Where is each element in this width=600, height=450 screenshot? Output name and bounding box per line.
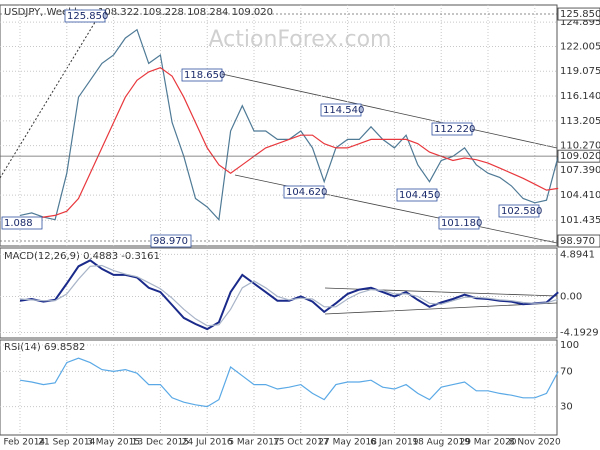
series-line bbox=[19, 357, 559, 408]
y-tick-label: 100 bbox=[560, 340, 579, 351]
annotation-label: 118.650 bbox=[184, 70, 225, 81]
y-tick-label: 113.205 bbox=[560, 116, 600, 127]
annotation-box bbox=[320, 103, 362, 117]
price-marker-box bbox=[557, 149, 600, 163]
rsi-panel bbox=[0, 339, 558, 436]
annotation-box bbox=[64, 9, 106, 23]
price-marker-box bbox=[557, 234, 600, 248]
y-tick-label: 119.075 bbox=[560, 66, 600, 77]
trend-line bbox=[0, 13, 101, 179]
x-tick-label: 13 Dec 2015 bbox=[132, 438, 190, 448]
series-line bbox=[19, 67, 559, 225]
y-tick-label: -4.1929 bbox=[560, 327, 599, 338]
x-tick-label: 29 Mar 2020 bbox=[459, 438, 516, 448]
chart-title: USDJPY, Weekly bbox=[4, 7, 83, 18]
y-tick-label: 122.005 bbox=[560, 42, 600, 53]
x-tick-label: 15 Oct 2017 bbox=[273, 438, 329, 448]
rsi-title: RSI(14) 69.8582 bbox=[4, 342, 85, 353]
annotation-box bbox=[438, 216, 480, 230]
price-panel bbox=[0, 4, 558, 247]
chart-subtitle: 108.322 109.228 108.284 109.020 bbox=[98, 7, 273, 18]
annotation-label: 102.580 bbox=[501, 206, 542, 217]
x-tick-label: 8 Nov 2020 bbox=[509, 438, 561, 448]
series-line bbox=[19, 259, 559, 331]
annotation-box bbox=[396, 188, 438, 202]
annotation-label: 101.180 bbox=[441, 218, 482, 229]
annotation-label: 1.088 bbox=[4, 218, 33, 229]
macd-title: MACD(12,26,9) 0.4883 -0.3161 bbox=[4, 251, 160, 262]
y-tick-label: 124.895 bbox=[560, 17, 600, 28]
y-tick-label: 116.140 bbox=[560, 91, 600, 102]
annotation-box bbox=[150, 234, 192, 248]
y-tick-label: 110.270 bbox=[560, 141, 600, 152]
y-tick-label: 70 bbox=[560, 366, 573, 377]
annotation-label: 104.450 bbox=[399, 190, 440, 201]
x-tick-label: 6 Jan 2019 bbox=[370, 438, 418, 448]
annotation-box bbox=[181, 68, 223, 82]
y-tick-label: 104.410 bbox=[560, 190, 600, 201]
annotation-box bbox=[283, 185, 325, 199]
annotation-label: 125.850 bbox=[67, 11, 108, 22]
x-tick-label: 9 Feb 2014 bbox=[0, 438, 45, 448]
price-marker-label: 125.850 bbox=[560, 9, 600, 20]
x-tick-label: 21 Sep 2014 bbox=[38, 438, 95, 448]
annotation-box bbox=[1, 216, 43, 230]
x-tick-label: 24 Jul 2016 bbox=[182, 438, 233, 448]
series-line bbox=[19, 264, 559, 327]
x-tick-label: 5 Mar 2017 bbox=[228, 438, 279, 448]
y-tick-label: 0.00 bbox=[560, 291, 582, 302]
y-tick-label: 107.390 bbox=[560, 165, 600, 176]
trend-line bbox=[221, 73, 558, 149]
price-marker-label: 98.970 bbox=[560, 236, 595, 247]
price-marker-label: 109.020 bbox=[560, 151, 600, 162]
annotation-label: 112.220 bbox=[434, 124, 475, 135]
price-marker-box bbox=[557, 7, 600, 21]
annotation-label: 98.970 bbox=[153, 236, 188, 247]
x-tick-label: 3 May 2015 bbox=[87, 438, 140, 448]
x-tick-label: 27 May 2018 bbox=[318, 438, 377, 448]
y-tick-label: 101.435 bbox=[560, 215, 600, 226]
trend-line bbox=[324, 302, 558, 315]
watermark: ActionForex.com bbox=[209, 27, 392, 52]
annotation-box bbox=[498, 204, 540, 218]
y-tick-label: 4.8941 bbox=[560, 249, 595, 260]
y-tick-label: 30 bbox=[560, 402, 573, 413]
annotation-label: 114.540 bbox=[323, 105, 364, 116]
annotation-box bbox=[431, 122, 473, 136]
annotation-label: 104.620 bbox=[286, 187, 327, 198]
x-tick-label: 18 Aug 2019 bbox=[412, 438, 470, 448]
